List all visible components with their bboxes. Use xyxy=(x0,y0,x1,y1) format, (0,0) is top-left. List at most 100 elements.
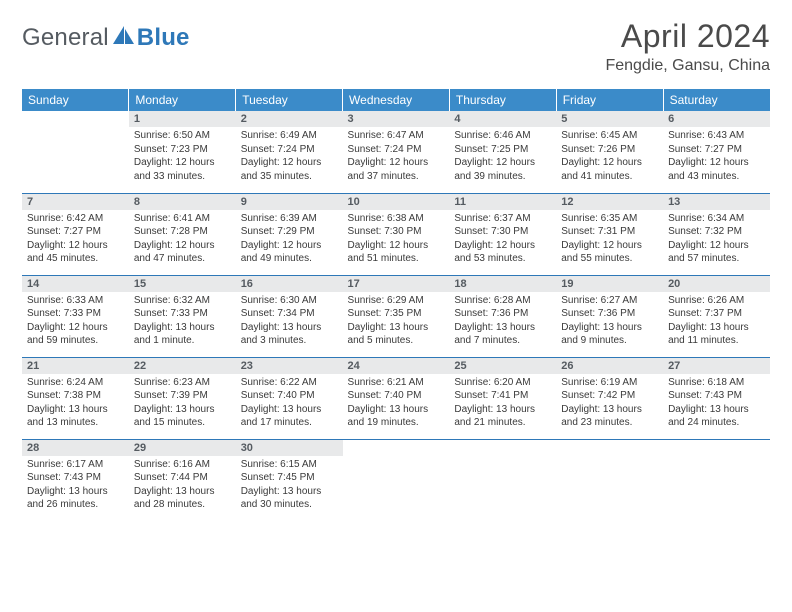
calendar-day-cell: 27Sunrise: 6:18 AMSunset: 7:43 PMDayligh… xyxy=(663,357,770,439)
calendar-day-cell: 30Sunrise: 6:15 AMSunset: 7:45 PMDayligh… xyxy=(236,439,343,521)
daylight-line1: Daylight: 12 hours xyxy=(27,321,124,335)
day-number: 17 xyxy=(343,276,450,292)
sunset-text: Sunset: 7:36 PM xyxy=(561,307,658,321)
calendar-day-cell: 21Sunrise: 6:24 AMSunset: 7:38 PMDayligh… xyxy=(22,357,129,439)
sunrise-text: Sunrise: 6:49 AM xyxy=(241,129,338,143)
sunset-text: Sunset: 7:38 PM xyxy=(27,389,124,403)
calendar-day-cell: 16Sunrise: 6:30 AMSunset: 7:34 PMDayligh… xyxy=(236,275,343,357)
day-number: 12 xyxy=(556,194,663,210)
sunrise-text: Sunrise: 6:26 AM xyxy=(668,294,765,308)
sunset-text: Sunset: 7:27 PM xyxy=(668,143,765,157)
day-details: Sunrise: 6:21 AMSunset: 7:40 PMDaylight:… xyxy=(343,374,450,434)
sunset-text: Sunset: 7:33 PM xyxy=(27,307,124,321)
brand-part1: General xyxy=(22,24,109,52)
daylight-line2: and 28 minutes. xyxy=(134,498,231,512)
daylight-line2: and 5 minutes. xyxy=(348,334,445,348)
day-details: Sunrise: 6:43 AMSunset: 7:27 PMDaylight:… xyxy=(663,127,770,187)
sunrise-text: Sunrise: 6:46 AM xyxy=(454,129,551,143)
sunrise-text: Sunrise: 6:23 AM xyxy=(134,376,231,390)
daylight-line1: Daylight: 12 hours xyxy=(348,239,445,253)
daylight-line2: and 26 minutes. xyxy=(27,498,124,512)
sunset-text: Sunset: 7:30 PM xyxy=(454,225,551,239)
sunrise-text: Sunrise: 6:16 AM xyxy=(134,458,231,472)
sunrise-text: Sunrise: 6:41 AM xyxy=(134,212,231,226)
day-details: Sunrise: 6:17 AMSunset: 7:43 PMDaylight:… xyxy=(22,456,129,516)
calendar-day-cell: 14Sunrise: 6:33 AMSunset: 7:33 PMDayligh… xyxy=(22,275,129,357)
day-number: 7 xyxy=(22,194,129,210)
day-number: 22 xyxy=(129,358,236,374)
sunset-text: Sunset: 7:24 PM xyxy=(241,143,338,157)
day-details: Sunrise: 6:34 AMSunset: 7:32 PMDaylight:… xyxy=(663,210,770,270)
day-details: Sunrise: 6:28 AMSunset: 7:36 PMDaylight:… xyxy=(449,292,556,352)
sunrise-text: Sunrise: 6:42 AM xyxy=(27,212,124,226)
calendar-day-cell: 26Sunrise: 6:19 AMSunset: 7:42 PMDayligh… xyxy=(556,357,663,439)
daylight-line1: Daylight: 13 hours xyxy=(668,321,765,335)
sunrise-text: Sunrise: 6:30 AM xyxy=(241,294,338,308)
day-details: Sunrise: 6:45 AMSunset: 7:26 PMDaylight:… xyxy=(556,127,663,187)
day-details: Sunrise: 6:29 AMSunset: 7:35 PMDaylight:… xyxy=(343,292,450,352)
day-number: 27 xyxy=(663,358,770,374)
sunrise-text: Sunrise: 6:34 AM xyxy=(668,212,765,226)
day-details: Sunrise: 6:38 AMSunset: 7:30 PMDaylight:… xyxy=(343,210,450,270)
sunset-text: Sunset: 7:43 PM xyxy=(27,471,124,485)
daylight-line1: Daylight: 12 hours xyxy=(134,156,231,170)
daylight-line1: Daylight: 13 hours xyxy=(27,485,124,499)
day-number: 14 xyxy=(22,276,129,292)
daylight-line2: and 11 minutes. xyxy=(668,334,765,348)
calendar-day-cell: 19Sunrise: 6:27 AMSunset: 7:36 PMDayligh… xyxy=(556,275,663,357)
daylight-line1: Daylight: 12 hours xyxy=(561,239,658,253)
daylight-line1: Daylight: 13 hours xyxy=(241,485,338,499)
calendar-day-cell: 17Sunrise: 6:29 AMSunset: 7:35 PMDayligh… xyxy=(343,275,450,357)
daylight-line1: Daylight: 12 hours xyxy=(668,239,765,253)
sunset-text: Sunset: 7:35 PM xyxy=(348,307,445,321)
day-number: 23 xyxy=(236,358,343,374)
daylight-line1: Daylight: 13 hours xyxy=(241,321,338,335)
daylight-line2: and 57 minutes. xyxy=(668,252,765,266)
calendar-day-cell: 10Sunrise: 6:38 AMSunset: 7:30 PMDayligh… xyxy=(343,193,450,275)
day-details: Sunrise: 6:37 AMSunset: 7:30 PMDaylight:… xyxy=(449,210,556,270)
daylight-line1: Daylight: 13 hours xyxy=(134,321,231,335)
day-number: 18 xyxy=(449,276,556,292)
sunset-text: Sunset: 7:36 PM xyxy=(454,307,551,321)
daylight-line2: and 59 minutes. xyxy=(27,334,124,348)
daylight-line1: Daylight: 13 hours xyxy=(134,403,231,417)
day-number: 11 xyxy=(449,194,556,210)
calendar-day-cell: 9Sunrise: 6:39 AMSunset: 7:29 PMDaylight… xyxy=(236,193,343,275)
weekday-header: Wednesday xyxy=(343,89,450,111)
sunset-text: Sunset: 7:44 PM xyxy=(134,471,231,485)
day-number: 21 xyxy=(22,358,129,374)
calendar-day-cell: 13Sunrise: 6:34 AMSunset: 7:32 PMDayligh… xyxy=(663,193,770,275)
sunrise-text: Sunrise: 6:50 AM xyxy=(134,129,231,143)
calendar-week-row: 21Sunrise: 6:24 AMSunset: 7:38 PMDayligh… xyxy=(22,357,770,439)
sunset-text: Sunset: 7:28 PM xyxy=(134,225,231,239)
day-details: Sunrise: 6:24 AMSunset: 7:38 PMDaylight:… xyxy=(22,374,129,434)
sunset-text: Sunset: 7:33 PM xyxy=(134,307,231,321)
sunrise-text: Sunrise: 6:18 AM xyxy=(668,376,765,390)
day-details: Sunrise: 6:16 AMSunset: 7:44 PMDaylight:… xyxy=(129,456,236,516)
calendar-day-cell: 18Sunrise: 6:28 AMSunset: 7:36 PMDayligh… xyxy=(449,275,556,357)
weekday-header: Friday xyxy=(556,89,663,111)
daylight-line2: and 23 minutes. xyxy=(561,416,658,430)
location-label: Fengdie, Gansu, China xyxy=(605,57,770,75)
month-title: April 2024 xyxy=(605,18,770,55)
day-details: Sunrise: 6:32 AMSunset: 7:33 PMDaylight:… xyxy=(129,292,236,352)
day-details: Sunrise: 6:50 AMSunset: 7:23 PMDaylight:… xyxy=(129,127,236,187)
sunrise-text: Sunrise: 6:45 AM xyxy=(561,129,658,143)
daylight-line2: and 51 minutes. xyxy=(348,252,445,266)
daylight-line2: and 13 minutes. xyxy=(27,416,124,430)
calendar-day-cell: 24Sunrise: 6:21 AMSunset: 7:40 PMDayligh… xyxy=(343,357,450,439)
sunrise-text: Sunrise: 6:15 AM xyxy=(241,458,338,472)
day-number: 29 xyxy=(129,440,236,456)
sunset-text: Sunset: 7:40 PM xyxy=(241,389,338,403)
sunrise-text: Sunrise: 6:29 AM xyxy=(348,294,445,308)
daylight-line2: and 30 minutes. xyxy=(241,498,338,512)
day-details: Sunrise: 6:19 AMSunset: 7:42 PMDaylight:… xyxy=(556,374,663,434)
weekday-header: Saturday xyxy=(663,89,770,111)
title-block: April 2024 Fengdie, Gansu, China xyxy=(605,18,770,75)
daylight-line2: and 17 minutes. xyxy=(241,416,338,430)
sunrise-text: Sunrise: 6:22 AM xyxy=(241,376,338,390)
daylight-line1: Daylight: 12 hours xyxy=(454,239,551,253)
calendar-day-cell: 2Sunrise: 6:49 AMSunset: 7:24 PMDaylight… xyxy=(236,111,343,193)
calendar-day-cell xyxy=(556,439,663,521)
sunset-text: Sunset: 7:27 PM xyxy=(27,225,124,239)
